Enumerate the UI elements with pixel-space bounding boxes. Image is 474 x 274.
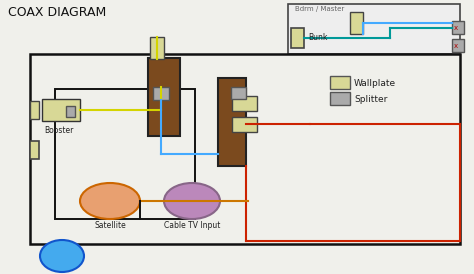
Bar [30,54,460,244]
Bar [30,141,39,159]
Text: x: x [454,43,458,49]
Ellipse shape [164,183,220,219]
Text: Cable TV Input: Cable TV Input [164,221,220,230]
Text: COAX DIAGRAM: COAX DIAGRAM [8,6,106,19]
Bar [66,106,75,117]
Bar [30,101,39,119]
Bar [350,12,363,34]
Text: Bdrm / Master: Bdrm / Master [295,6,344,12]
Bar [218,78,246,166]
Bar [42,99,80,121]
Text: Booster: Booster [44,126,73,135]
Bar [330,92,350,105]
Ellipse shape [40,240,84,272]
Bar [288,4,460,54]
Bar [231,87,246,99]
Bar [153,87,169,100]
Bar [150,37,164,59]
Bar [291,28,304,48]
Ellipse shape [80,183,140,219]
Text: Satellite: Satellite [94,221,126,230]
Text: Wallplate: Wallplate [354,78,396,87]
Bar [232,117,257,132]
Bar [452,39,464,52]
Text: Bunk: Bunk [308,33,328,41]
Bar [232,96,257,111]
Bar [55,89,195,219]
Bar [148,58,180,136]
Text: Splitter: Splitter [354,95,387,104]
Bar [452,21,464,34]
Text: x: x [454,25,458,31]
Bar [330,76,350,89]
